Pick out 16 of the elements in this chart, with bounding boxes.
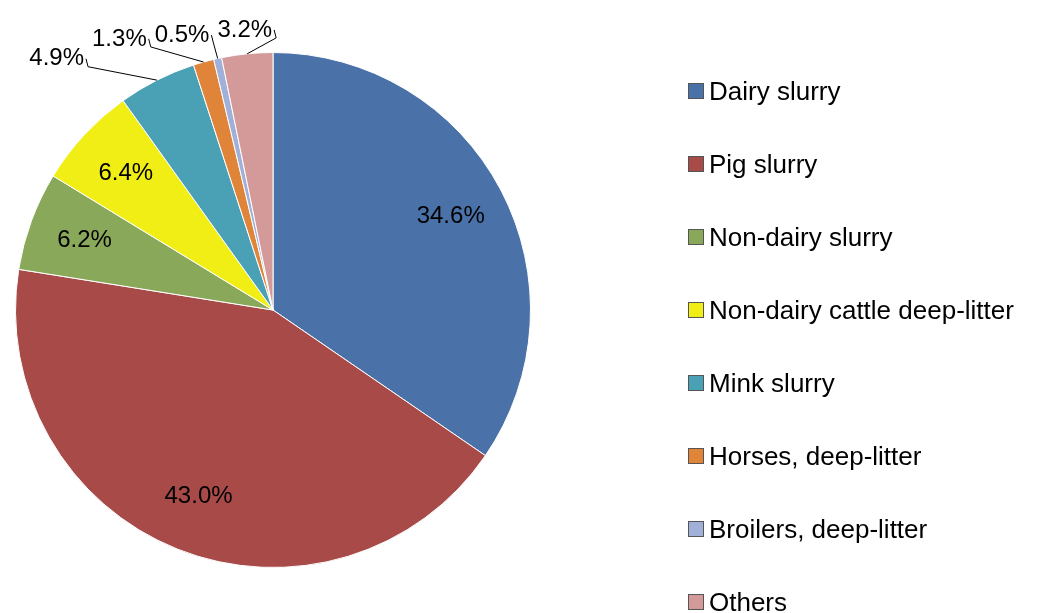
data-label: 1.3% (92, 23, 147, 51)
legend-label: Broilers, deep-litter (709, 513, 928, 544)
data-label: 0.5% (154, 19, 210, 47)
legend-label: Horses, deep-litter (709, 440, 922, 471)
legend-label: Others (709, 586, 788, 613)
legend-label: Dairy slurry (709, 75, 841, 106)
legend-label: Pig slurry (709, 148, 818, 179)
legend-label: Non-dairy cattle deep-litter (709, 294, 1014, 325)
data-label: 43.0% (164, 481, 233, 509)
data-label: 6.2% (57, 225, 112, 253)
legend-label: Non-dairy slurry (709, 221, 893, 252)
data-label: 34.6% (416, 201, 485, 229)
data-label: 4.9% (29, 43, 85, 71)
data-label: 3.2% (217, 14, 273, 42)
data-label: 6.4% (98, 157, 154, 185)
legend-label: Mink slurry (709, 367, 835, 398)
